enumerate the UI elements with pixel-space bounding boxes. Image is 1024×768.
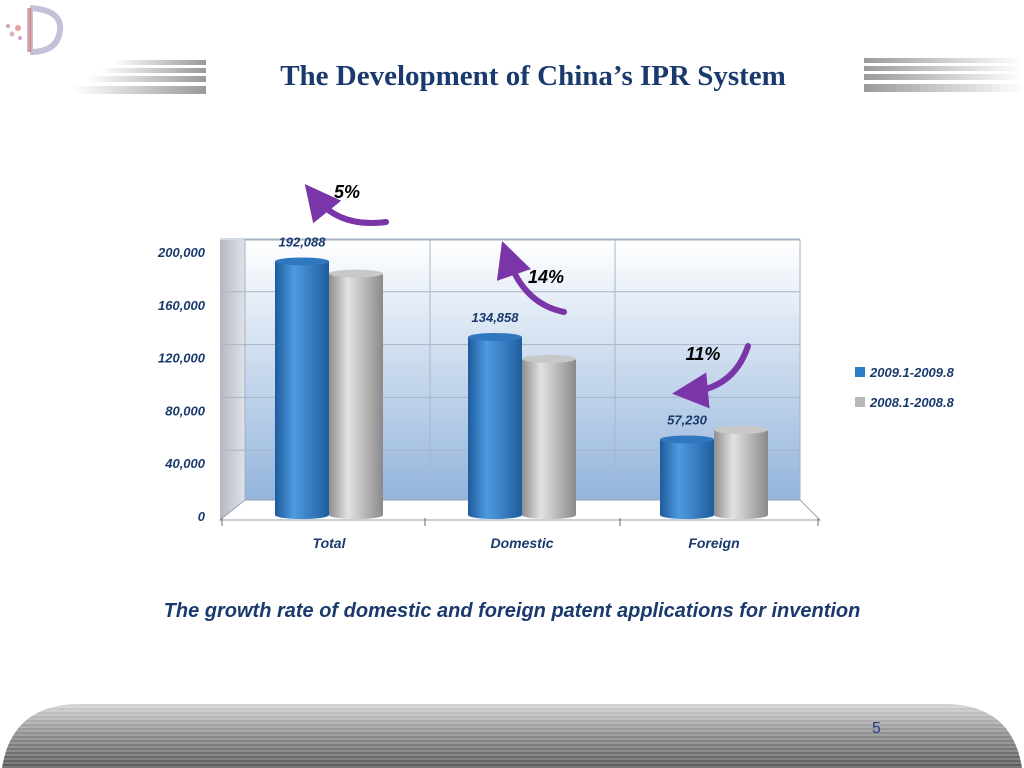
x-category-label: Domestic xyxy=(490,535,553,551)
growth-arrow xyxy=(496,241,567,315)
growth-arrows: 5% 14% 11% xyxy=(304,182,751,409)
logo-icon xyxy=(6,5,64,55)
growth-arrow xyxy=(304,183,389,226)
bar-base xyxy=(275,511,329,519)
bar-cap xyxy=(329,269,383,278)
bar-cap xyxy=(275,257,329,266)
bar-cap xyxy=(660,435,714,444)
legend: 2009.1-2009.8 2008.1-2008.8 xyxy=(855,365,955,410)
bar-base xyxy=(329,511,383,519)
legend-swatch xyxy=(855,367,865,377)
data-label: 57,230 xyxy=(667,412,708,427)
bar-cap xyxy=(714,425,768,434)
x-axis-labels: Total Domestic Foreign xyxy=(313,535,740,551)
bar-base xyxy=(714,511,768,519)
data-labels: 192,088 134,858 57,230 xyxy=(279,234,708,427)
chart-side-wall xyxy=(220,240,245,520)
bar xyxy=(714,425,768,519)
bar-cap xyxy=(468,332,522,341)
legend-swatch xyxy=(855,397,865,407)
slide-title: The Development of China’s IPR System xyxy=(280,60,786,92)
bar-body xyxy=(522,358,576,515)
growth-label: 11% xyxy=(686,344,721,364)
chart-caption: The growth rate of domestic and foreign … xyxy=(163,600,861,622)
bar-body xyxy=(660,439,714,515)
growth-arrow xyxy=(672,343,751,409)
y-axis-ticks: 0 40,000 80,000 120,000 160,000 200,000 xyxy=(157,245,206,524)
legend-label: 2008.1-2008.8 xyxy=(869,395,955,410)
data-label: 134,858 xyxy=(472,310,520,325)
bar xyxy=(275,257,329,519)
bar xyxy=(660,435,714,519)
header-left-decoration xyxy=(72,60,206,94)
y-tick-label: 120,000 xyxy=(158,351,206,366)
y-tick-label: 0 xyxy=(198,509,206,524)
data-label: 192,088 xyxy=(279,234,327,249)
bar-body xyxy=(714,429,768,515)
y-tick-label: 200,000 xyxy=(157,245,206,260)
y-tick-label: 160,000 xyxy=(158,298,206,313)
page-number: 5 xyxy=(872,720,881,737)
bar-base xyxy=(660,511,714,519)
bar-base xyxy=(468,511,522,519)
bar-body xyxy=(329,273,383,515)
x-category-label: Foreign xyxy=(688,535,739,551)
y-tick-label: 40,000 xyxy=(164,456,206,471)
growth-label: 14% xyxy=(528,267,564,287)
x-category-label: Total xyxy=(313,535,347,551)
legend-label: 2009.1-2009.8 xyxy=(869,365,955,380)
bar xyxy=(522,354,576,519)
bar-base xyxy=(522,511,576,519)
footer-bar xyxy=(0,700,1024,768)
bar xyxy=(468,332,522,519)
bars xyxy=(275,257,768,519)
growth-label: 5% xyxy=(334,182,360,202)
y-tick-label: 80,000 xyxy=(165,403,206,418)
bar-cap xyxy=(522,354,576,363)
header-right-decoration xyxy=(864,58,1024,92)
bar-body xyxy=(275,261,329,515)
bar xyxy=(329,269,383,519)
bar-body xyxy=(468,336,522,515)
